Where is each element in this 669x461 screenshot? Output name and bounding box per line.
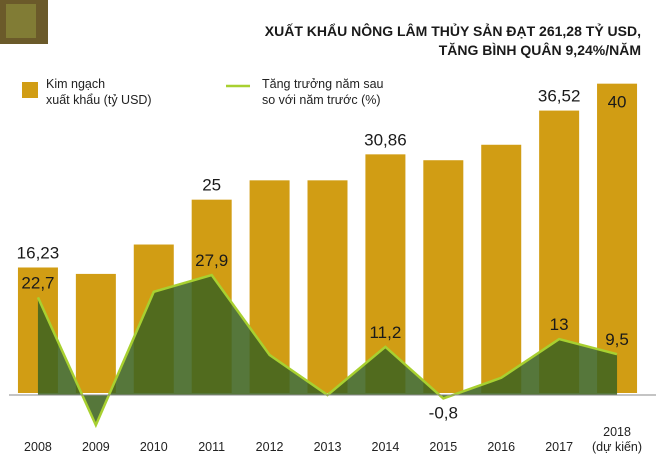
bar-value-label: 25 [202, 176, 221, 195]
x-tick-label: 2008 [24, 440, 52, 454]
bar [423, 160, 464, 393]
x-tick-label: 2015 [429, 440, 458, 454]
growth-value-label: -0,8 [429, 403, 458, 422]
bar [597, 83, 638, 394]
growth-value-label: 27,9 [195, 251, 228, 270]
x-tick-label: 2017 [545, 440, 574, 454]
bar [307, 180, 348, 393]
x-tick-label: 2018 (dự kiến) [592, 425, 643, 454]
legend-label: Kim ngạch xuất khẩu (tỷ USD) [46, 77, 152, 107]
bar [75, 273, 116, 393]
x-tick-label: 2016 [487, 440, 516, 454]
x-tick-label: 2012 [255, 440, 284, 454]
bar-value-label: 16,23 [17, 243, 60, 262]
x-tick-label: 2009 [81, 440, 110, 454]
bar-value-label: 40 [608, 93, 627, 112]
x-tick-label: 2014 [371, 440, 400, 454]
bar-value-label: 36,52 [538, 87, 581, 106]
x-tick-label: 2013 [313, 440, 342, 454]
bar [481, 144, 522, 393]
growth-area [37, 275, 618, 426]
growth-value-label: 9,5 [605, 330, 629, 349]
growth-value-label: 11,2 [369, 323, 401, 342]
photo-decoration [6, 4, 36, 38]
x-tick-label: 2010 [139, 440, 168, 454]
growth-value-label: 13 [550, 315, 569, 334]
bar-value-label: 30,86 [364, 130, 407, 149]
legend-swatch [22, 82, 38, 98]
chart-title: XUẤT KHẨU NÔNG LÂM THỦY SẢN ĐẠT 261,28 T… [264, 23, 641, 58]
legend-label: Tăng trưởng năm sau so với năm trước (%) [262, 77, 384, 107]
growth-value-label: 22,7 [21, 273, 54, 292]
x-tick-label: 2011 [198, 440, 226, 454]
